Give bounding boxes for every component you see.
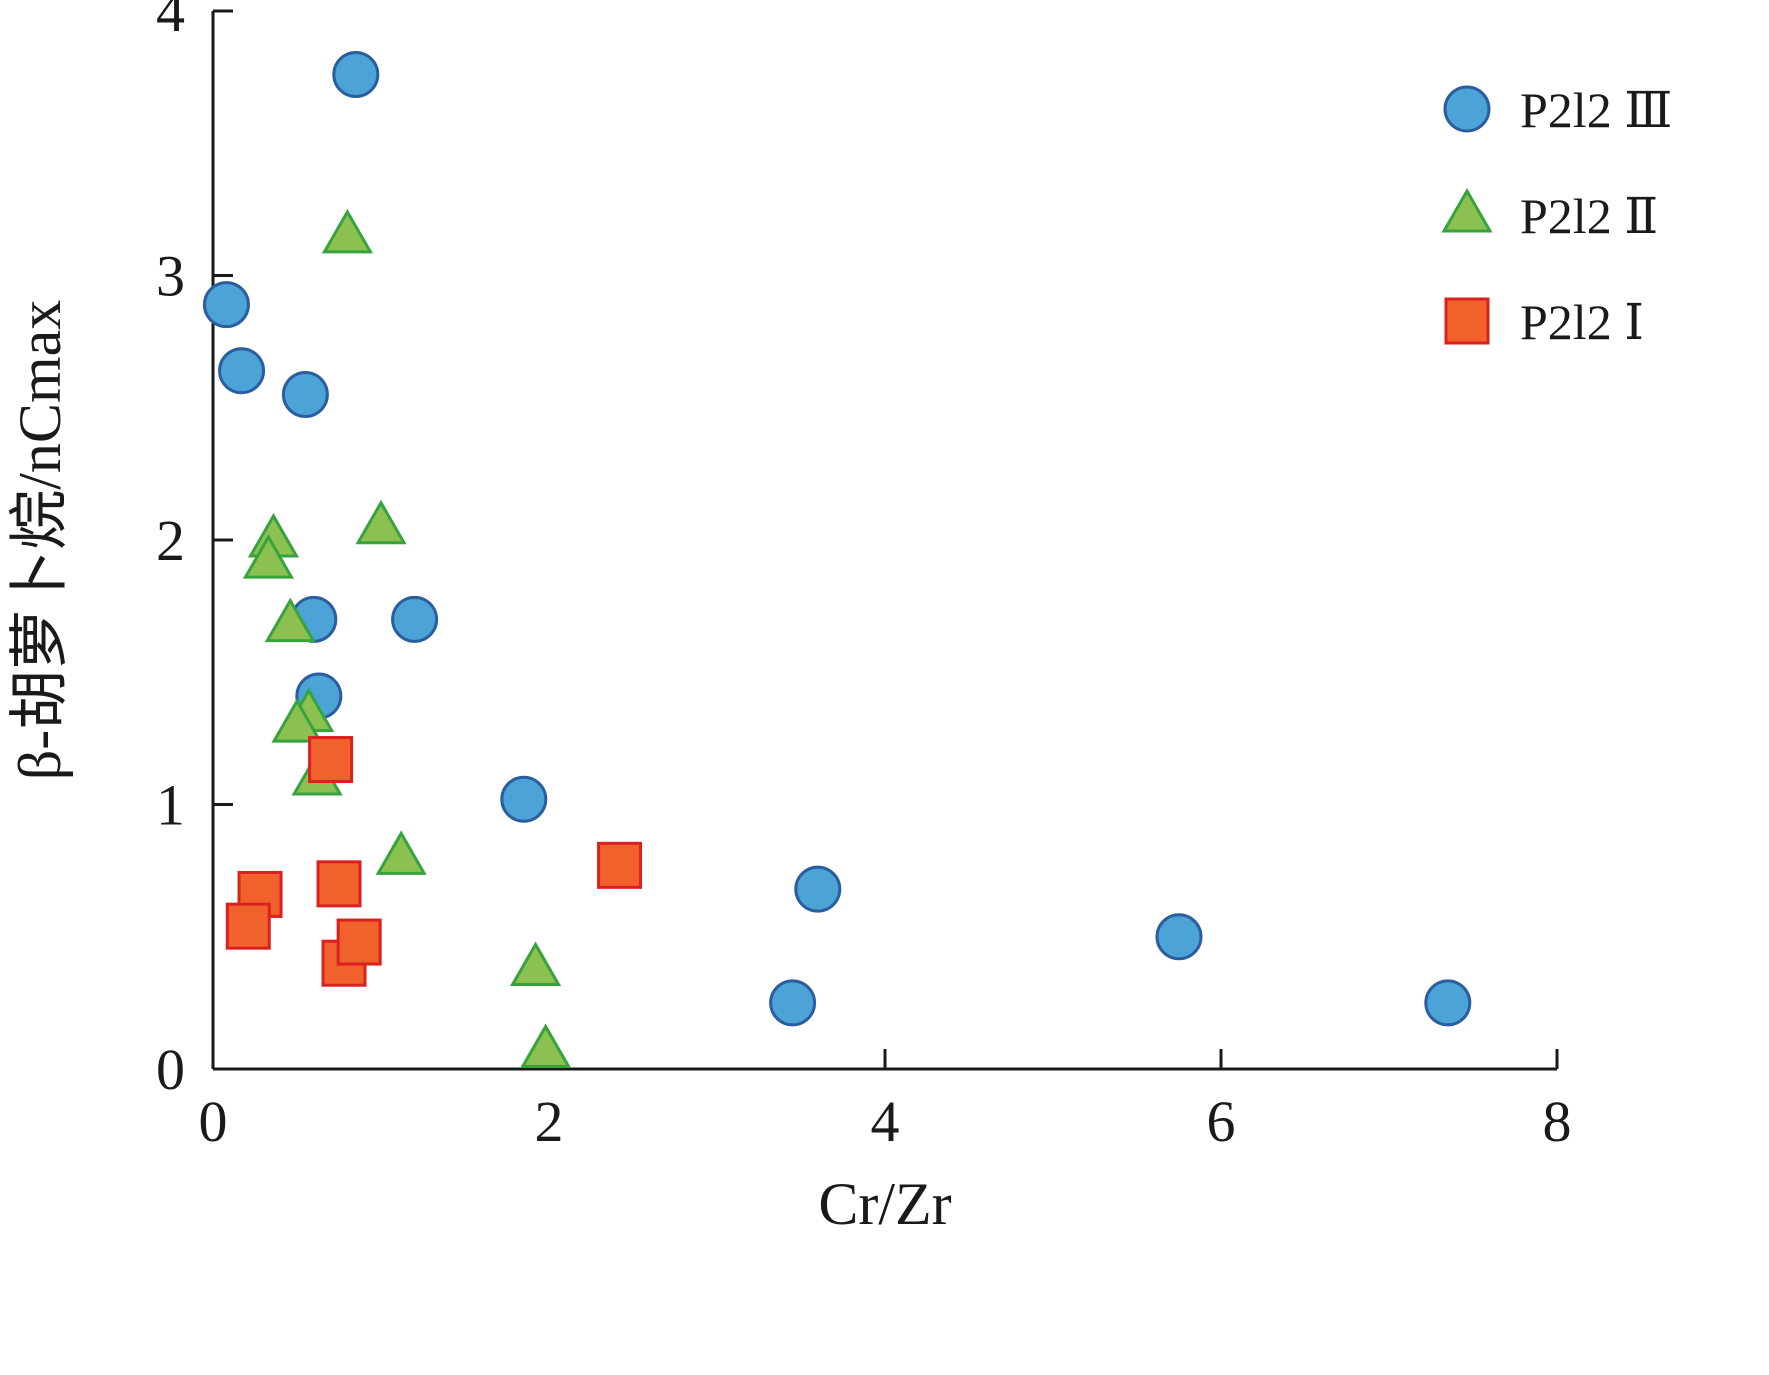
x-tick-label: 4 — [871, 1089, 900, 1154]
y-ticks: 0 1 2 3 4 — [156, 0, 233, 1102]
x-tick-label: 2 — [535, 1089, 564, 1154]
square-point — [336, 918, 382, 966]
circle-point — [332, 50, 380, 98]
circle-point — [391, 595, 439, 643]
y-tick-label: 3 — [156, 244, 185, 309]
y-tick-label: 1 — [156, 773, 185, 838]
circle-point — [1155, 913, 1203, 961]
legend-label: P2l2 Ⅲ — [1520, 82, 1672, 138]
y-tick-label: 2 — [156, 508, 185, 573]
y-tick-label: 4 — [156, 0, 185, 44]
circle-point — [1424, 979, 1472, 1027]
circle-point — [202, 281, 250, 329]
circle-point — [218, 347, 266, 395]
triangle-point — [520, 1023, 572, 1068]
square-point — [308, 736, 354, 784]
x-ticks: 0 2 4 6 8 — [199, 1049, 1572, 1154]
circle-point — [794, 865, 842, 913]
circle-point — [281, 371, 329, 419]
data-points — [202, 50, 1472, 1068]
circle-point — [769, 979, 817, 1027]
triangle-point — [264, 597, 316, 643]
legend-triangle-marker — [1441, 187, 1493, 233]
x-tick-label: 8 — [1543, 1089, 1572, 1154]
triangle-point — [271, 698, 323, 743]
x-tick-label: 0 — [199, 1089, 228, 1154]
y-axis-title: β-胡萝卜烷/nCmax — [7, 300, 73, 781]
axes: 0 2 4 6 8 0 1 2 3 4 — [156, 0, 1572, 1154]
x-tick-label: 6 — [1207, 1089, 1236, 1154]
square-point — [225, 902, 271, 950]
triangle-point — [355, 499, 407, 545]
triangle-point — [375, 830, 427, 875]
triangle-point — [509, 941, 562, 986]
legend-circle-marker — [1443, 85, 1491, 133]
x-axis-title: Cr/Zr — [818, 1171, 951, 1237]
legend-label: P2l2 Ⅰ — [1520, 294, 1644, 350]
y-tick-label: 0 — [156, 1037, 185, 1102]
triangle-point — [242, 534, 295, 579]
square-point — [316, 860, 362, 908]
triangle-point — [321, 208, 373, 254]
circle-point — [500, 775, 548, 823]
square-point — [597, 841, 643, 889]
legend-square-marker — [1444, 297, 1490, 345]
legend: P2l2 Ⅲ P2l2 Ⅱ P2l2 Ⅰ — [1441, 82, 1672, 350]
legend-label: P2l2 Ⅱ — [1520, 188, 1658, 244]
